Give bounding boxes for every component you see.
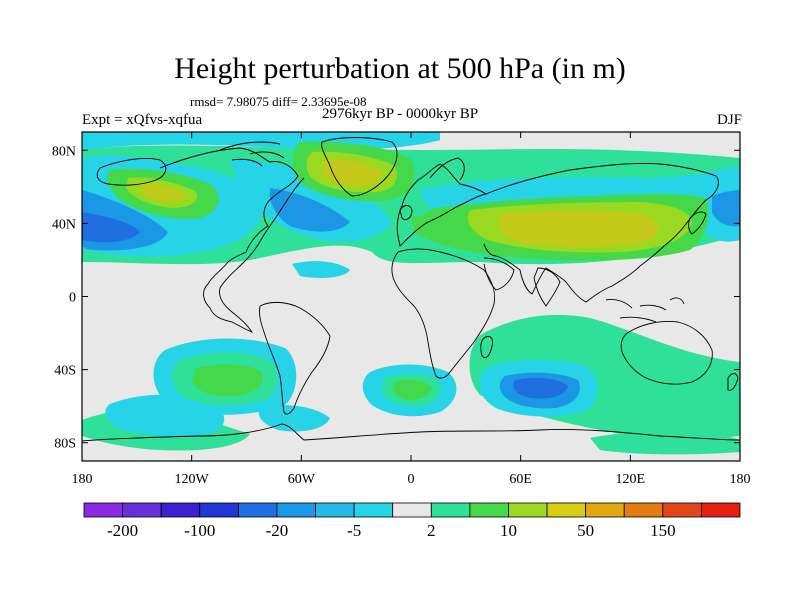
- colorbar-swatch: [469, 502, 509, 518]
- colorbar-label: 10: [500, 521, 517, 540]
- colorbar-swatch: [160, 502, 201, 518]
- coast-south-america: [259, 301, 331, 415]
- colorbar-swatch: [430, 502, 471, 518]
- season-label: DJF: [716, 112, 742, 128]
- coast-greenland: [321, 137, 398, 197]
- northern-band: [82, 132, 740, 278]
- period-label: 2976kyr BP - 0000kyr BP: [322, 106, 479, 122]
- sh-cyan-antarctic-west: [258, 405, 330, 432]
- colorbar-label: -20: [266, 521, 289, 540]
- coast-new-zealand: [727, 373, 739, 391]
- lat-tick-label: 0: [69, 291, 76, 306]
- colorbar-swatch: [546, 502, 587, 518]
- experiment-label: Expt = xQfvs-xqfua: [82, 112, 203, 128]
- coast-north-america: [159, 147, 305, 333]
- colorbar-swatch: [701, 502, 741, 518]
- lon-tick-label: 120W: [175, 472, 210, 487]
- colorbar-swatch: [392, 502, 432, 518]
- tick-layer: 80N 40N 0 40S 80S 180 120W 60W 0 60E 120E 180: [52, 132, 751, 487]
- lon-tick-label: 60W: [288, 472, 316, 487]
- nh-olive-greenland: [322, 159, 382, 186]
- colorbar-label: -100: [184, 521, 215, 540]
- coast-africa: [391, 248, 495, 379]
- colorbar-label: 150: [650, 521, 676, 540]
- nh-sky-pacific: [712, 190, 740, 227]
- lat-tick-label: 80N: [52, 144, 76, 159]
- lat-tick-label: 80S: [54, 437, 76, 452]
- nh-olive-eurasia: [498, 211, 659, 247]
- colorbar-label: -5: [347, 521, 361, 540]
- coast-scandinavia: [429, 157, 465, 181]
- coast-asia: [483, 163, 719, 303]
- map-title: Height perturbation at 500 hPa (in m): [174, 52, 626, 85]
- colorbar-swatch: [276, 502, 316, 518]
- coast-southeast-asia-islands: [605, 297, 685, 323]
- colorbar-swatch: [83, 502, 123, 518]
- colorbar-label: -200: [107, 521, 138, 540]
- lat-tick-label: 40N: [52, 217, 76, 232]
- colorbar-swatch: [315, 502, 355, 518]
- nh-cyan-patch-atlantic-south: [292, 261, 350, 278]
- colorbar-swatch: [662, 502, 702, 518]
- sh-lightgreen-antarctic-east: [590, 431, 740, 455]
- colorbar-swatch: [623, 502, 664, 518]
- coast-canadian-arctic: [219, 141, 285, 167]
- nh-lightgreen-caspian-gap: [395, 198, 432, 217]
- lon-tick-label: 0: [408, 472, 415, 487]
- coastlines: [82, 137, 740, 442]
- colorbar-swatch: [199, 502, 239, 518]
- nh-sky-atlantic: [269, 188, 350, 232]
- lon-tick-label: 60E: [509, 472, 532, 487]
- colorbar-label: 2: [427, 521, 436, 540]
- colorbar: -200 -100 -20 -5 2 10 50 150: [83, 502, 741, 540]
- lon-tick-label: 180: [730, 472, 751, 487]
- coast-antarctica: [82, 423, 740, 442]
- coast-australia: [620, 321, 713, 385]
- colorbar-swatch: [585, 502, 625, 518]
- sh-green-atlantic-south: [393, 380, 432, 400]
- coast-arabia: [483, 257, 515, 291]
- colorbar-swatch: [508, 502, 548, 518]
- colorbar-swatch: [122, 502, 162, 518]
- coast-alaska: [96, 157, 167, 186]
- coast-japan: [688, 211, 707, 235]
- colorbar-label: 50: [577, 521, 594, 540]
- nh-olive-northwest: [141, 184, 186, 201]
- lat-tick-label: 40S: [54, 364, 76, 379]
- map-panel: [82, 132, 740, 461]
- lon-tick-label: 180: [72, 472, 93, 487]
- sh-green-pacific-center: [192, 364, 263, 397]
- coast-british-isles: [399, 205, 413, 221]
- coast-europe: [396, 163, 488, 247]
- coast-madagascar: [480, 335, 493, 358]
- sh-blue-indian: [513, 378, 568, 399]
- lon-tick-label: 120E: [616, 472, 646, 487]
- colorbar-swatch: [237, 502, 278, 518]
- colorbar-swatch: [353, 502, 394, 518]
- stats-text: rmsd= 7.98075 diff= 2.33695e-08: [190, 94, 367, 109]
- coast-india: [533, 267, 561, 307]
- southern-patches: [82, 314, 740, 455]
